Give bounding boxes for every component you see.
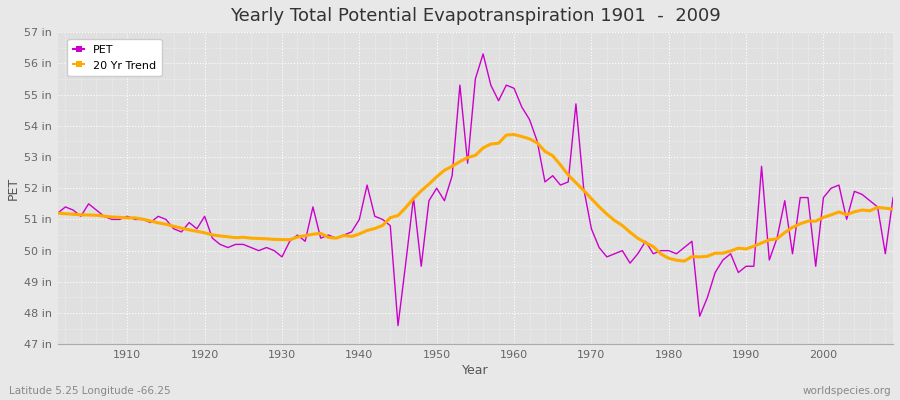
X-axis label: Year: Year: [462, 364, 489, 377]
Text: Latitude 5.25 Longitude -66.25: Latitude 5.25 Longitude -66.25: [9, 386, 171, 396]
Title: Yearly Total Potential Evapotranspiration 1901  -  2009: Yearly Total Potential Evapotranspiratio…: [230, 7, 721, 25]
Text: worldspecies.org: worldspecies.org: [803, 386, 891, 396]
Y-axis label: PET: PET: [7, 177, 20, 200]
Legend: PET, 20 Yr Trend: PET, 20 Yr Trend: [68, 39, 162, 76]
